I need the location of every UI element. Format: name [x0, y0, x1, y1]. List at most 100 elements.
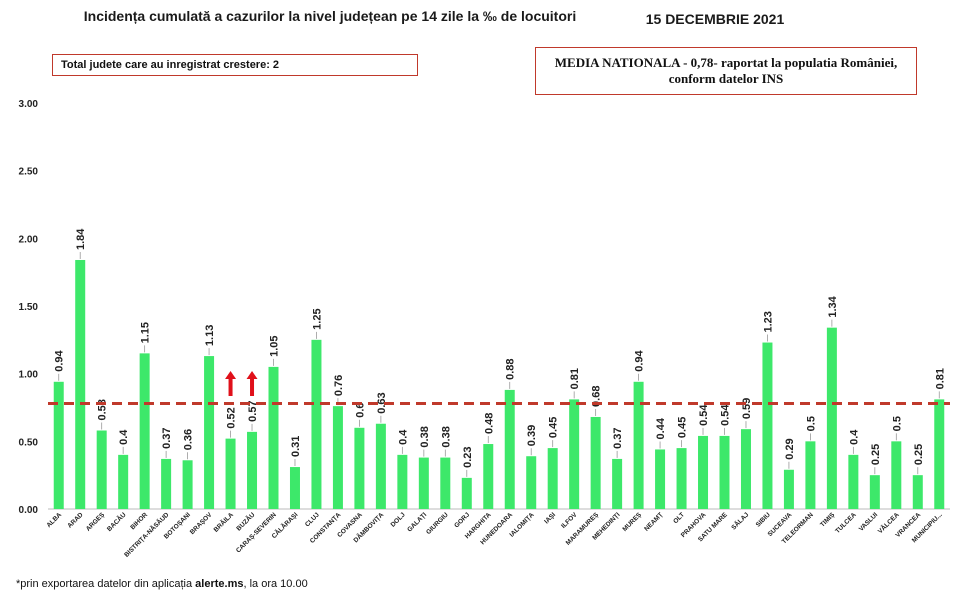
bar	[783, 469, 794, 509]
data-label: 1.34	[827, 295, 839, 317]
data-label: 0.54	[698, 404, 710, 426]
y-tick-label: 0.00	[19, 505, 39, 516]
chart-date: 15 DECEMBRIE 2021	[645, 11, 785, 27]
data-label: 0.54	[720, 404, 732, 426]
x-tick-label: OLT	[672, 511, 686, 525]
footnote-source: alerte.ms	[195, 578, 244, 590]
footnote: *prin exportarea datelor din aplicația a…	[16, 578, 308, 590]
x-tick-label: MUREȘ	[621, 511, 643, 533]
increase-arrow-icon	[246, 371, 258, 396]
footnote-prefix: *prin exportarea datelor din aplicația	[16, 578, 196, 590]
data-label: 0.6	[354, 403, 366, 418]
chart-title: Incidența cumulată a cazurilor la nivel …	[83, 8, 577, 24]
x-tick-label: ARGEȘ	[85, 511, 107, 533]
data-label: 0.45	[677, 417, 689, 438]
data-label: 0.36	[183, 429, 195, 450]
bar	[504, 389, 515, 509]
x-tick-label: BRAȘOV	[189, 511, 214, 536]
bar	[633, 381, 644, 509]
y-tick-label: 0.50	[19, 437, 39, 448]
x-tick-label: VASLUI	[858, 511, 880, 533]
data-label: 0.52	[226, 407, 238, 428]
national-average-line1: MEDIA NATIONALA - 0,78- raportat la popu…	[554, 55, 898, 70]
data-label: 0.29	[784, 438, 796, 459]
data-label: 0.76	[333, 375, 345, 396]
bar	[268, 366, 279, 509]
bar	[397, 454, 408, 509]
bar	[354, 427, 365, 509]
bar	[461, 477, 472, 509]
data-label: 0.38	[440, 426, 452, 447]
bar	[440, 457, 451, 509]
bar	[826, 327, 837, 509]
data-label: 0.63	[376, 392, 388, 413]
data-label: 0.39	[526, 425, 538, 446]
x-tick-label: GORJ	[453, 511, 471, 529]
x-tick-label: IAȘI	[543, 511, 557, 525]
data-label: 1.84	[75, 228, 87, 250]
data-label: 0.94	[54, 349, 66, 371]
bar	[182, 460, 193, 509]
data-label: 0.88	[505, 358, 517, 379]
bar	[332, 406, 343, 509]
y-tick-label: 2.00	[19, 234, 39, 245]
bar	[547, 448, 558, 509]
x-tick-label: ARAD	[66, 511, 84, 529]
bar	[740, 429, 751, 509]
y-tick-label: 2.50	[19, 167, 39, 178]
bar	[848, 454, 859, 509]
data-label: 0.45	[548, 417, 560, 438]
bar	[612, 458, 623, 509]
national-average-box: MEDIA NATIONALA - 0,78- raportat la popu…	[535, 47, 917, 95]
x-tick-label: ALBA	[45, 511, 63, 529]
data-label: 0.94	[634, 349, 646, 371]
x-tick-label: TULCEA	[834, 511, 858, 535]
x-tick-label: CLUJ	[304, 511, 321, 528]
data-label: 0.57	[247, 400, 259, 421]
data-label: 0.5	[891, 416, 903, 431]
data-label: 0.31	[290, 436, 302, 457]
data-label: 0.25	[870, 444, 882, 465]
x-tick-label: CARAȘ-SEVERIN	[235, 511, 278, 554]
data-label: 0.4	[118, 429, 130, 445]
bar	[161, 458, 172, 509]
bar	[912, 475, 923, 509]
bar	[526, 456, 537, 509]
data-label: 0.38	[419, 426, 431, 447]
increase-arrow-icon	[225, 371, 237, 396]
x-tick-label: GIURGIU	[425, 511, 450, 536]
x-tick-label: BUZĂU	[234, 510, 257, 533]
data-label: 0.48	[483, 413, 495, 434]
x-tick-label: BRĂILA	[211, 510, 235, 534]
bar	[418, 457, 429, 509]
bar	[934, 399, 945, 509]
bar-chart: 0.00 0.50 1.00 1.50 2.00 2.50 3.00 0.94 ALBA 1.84…	[19, 99, 950, 559]
data-label: 1.15	[140, 322, 152, 343]
bar	[53, 381, 64, 509]
increase-count-box: Total judete care au inregistrat crester…	[52, 54, 418, 76]
national-average-line2: conform datelor INS	[668, 71, 784, 86]
bar	[375, 423, 386, 509]
footnote-suffix: , la ora 10.00	[243, 578, 308, 590]
data-label: 0.4	[397, 429, 409, 445]
x-tick-label: SIBIU	[755, 511, 772, 528]
bar	[676, 448, 687, 509]
bar	[204, 356, 215, 509]
bar	[75, 259, 86, 509]
x-tick-label: BIHOR	[129, 511, 149, 531]
x-tick-label: TIMIȘ	[819, 511, 837, 529]
data-label: 0.59	[741, 398, 753, 419]
data-label: 0.4	[848, 429, 860, 445]
bar	[698, 435, 709, 509]
bar	[569, 399, 580, 509]
bar	[483, 444, 494, 509]
data-label: 0.25	[913, 444, 925, 465]
bar	[225, 438, 236, 509]
bar	[96, 430, 107, 509]
bar	[289, 467, 300, 509]
x-tick-label: ILFOV	[560, 511, 579, 530]
data-label: 0.68	[591, 386, 603, 407]
data-label: 0.37	[612, 428, 624, 449]
bar	[311, 339, 322, 509]
data-label: 0.44	[655, 417, 667, 439]
